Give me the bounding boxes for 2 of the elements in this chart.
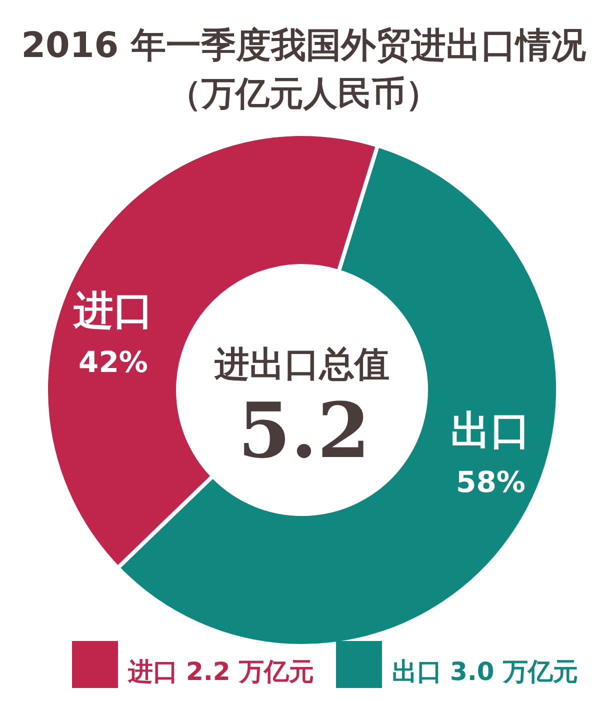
- title: 2016 年一季度我国外贸进出口情况: [21, 26, 586, 66]
- subtitle: （万亿元人民币）: [168, 74, 440, 114]
